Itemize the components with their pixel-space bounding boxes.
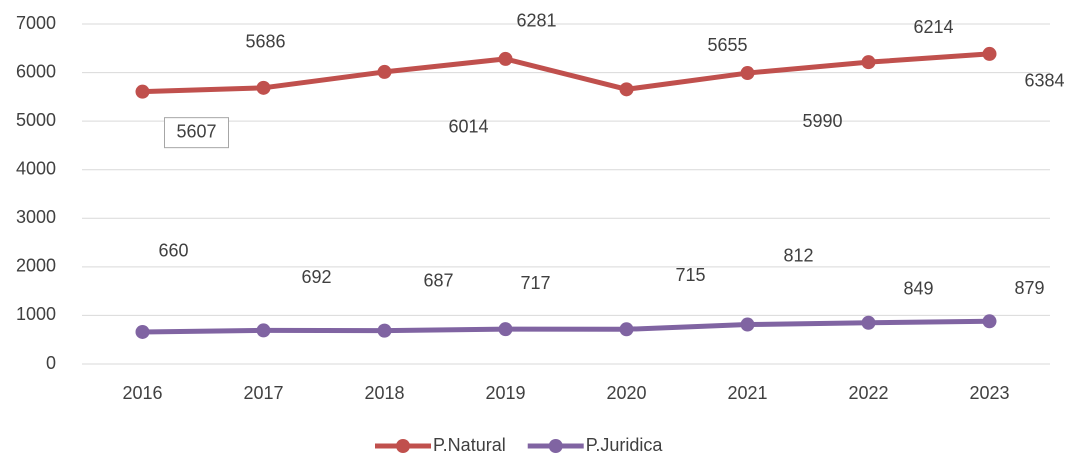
data-point	[498, 51, 513, 66]
data-label: 849	[903, 279, 933, 299]
data-label: 715	[675, 265, 705, 285]
x-tick-label: 2022	[848, 383, 888, 403]
data-point	[256, 323, 271, 338]
data-label: 812	[783, 245, 813, 265]
data-label: 6014	[448, 117, 488, 137]
data-point	[135, 84, 150, 99]
y-tick-label: 5000	[16, 110, 56, 130]
data-label: 692	[301, 267, 331, 287]
legend-marker	[548, 439, 563, 453]
data-label: 879	[1014, 278, 1044, 298]
x-tick-label: 2017	[243, 383, 283, 403]
data-point	[861, 315, 876, 330]
y-tick-label: 7000	[16, 13, 56, 33]
data-point	[619, 322, 634, 337]
legend-marker	[396, 439, 410, 453]
y-tick-label: 3000	[16, 207, 56, 227]
x-tick-label: 2023	[969, 383, 1009, 403]
legend-label: P.Natural	[433, 435, 506, 455]
y-tick-label: 4000	[16, 158, 56, 178]
data-point	[377, 323, 392, 338]
data-label: 5686	[245, 32, 285, 52]
data-point	[740, 317, 755, 332]
y-tick-label: 0	[46, 353, 56, 373]
data-label: 687	[423, 270, 453, 290]
data-label: 660	[158, 241, 188, 261]
x-tick-label: 2016	[122, 383, 162, 403]
y-tick-label: 2000	[16, 256, 56, 276]
x-tick-label: 2018	[364, 383, 404, 403]
data-point	[256, 80, 271, 95]
data-label: 5607	[176, 121, 216, 141]
data-label: 5990	[802, 111, 842, 131]
x-tick-label: 2021	[727, 383, 767, 403]
data-point	[135, 324, 150, 339]
y-tick-label: 6000	[16, 61, 56, 81]
data-label: 717	[520, 273, 550, 293]
label-box	[164, 117, 229, 149]
data-point	[619, 82, 634, 97]
data-point	[498, 322, 513, 337]
series-line	[142, 318, 990, 335]
data-point	[982, 314, 997, 329]
data-label: 6214	[913, 17, 953, 37]
data-label: 5655	[707, 35, 747, 55]
data-label: 6384	[1024, 71, 1064, 91]
data-label: 6281	[516, 11, 556, 31]
data-point	[982, 46, 997, 61]
series-line	[142, 51, 990, 95]
data-point	[861, 55, 876, 70]
legend-label: P.Juridica	[586, 435, 664, 455]
x-tick-label: 2020	[606, 383, 646, 403]
x-tick-label: 2019	[485, 383, 525, 403]
y-tick-label: 1000	[16, 304, 56, 324]
data-point	[377, 64, 392, 79]
data-point	[740, 66, 755, 81]
